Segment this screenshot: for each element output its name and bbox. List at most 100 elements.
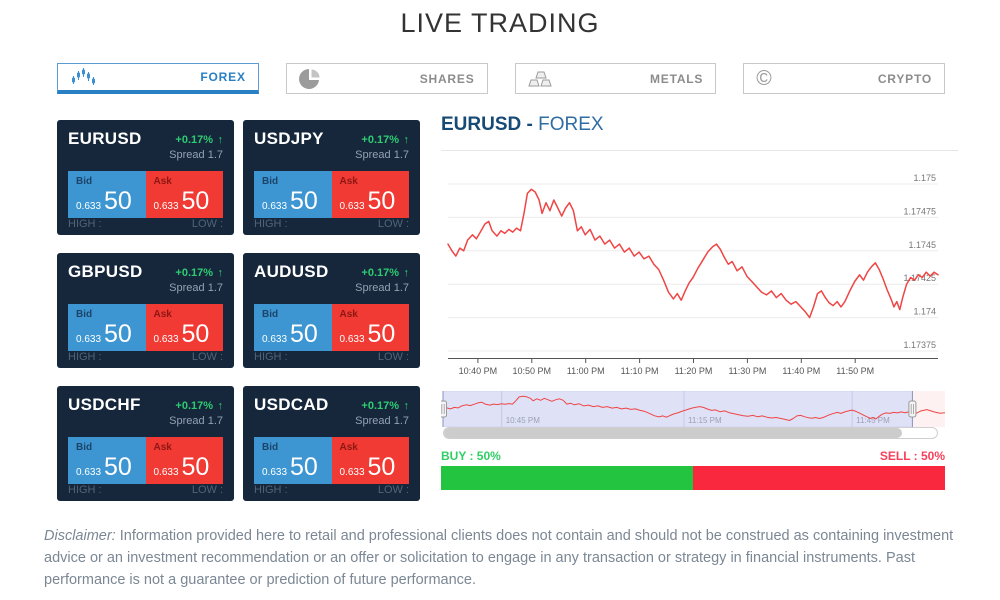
- change-percent: +0.17%: [175, 400, 214, 412]
- tab-shares[interactable]: SHARES: [285, 63, 488, 94]
- candlestick-chart-icon: [70, 67, 96, 87]
- tab-forex[interactable]: FOREX: [57, 63, 259, 94]
- low-label: LOW :: [191, 483, 223, 496]
- bid-label: Bid: [262, 309, 279, 321]
- low-label: LOW :: [191, 350, 223, 363]
- spread-label: Spread 1.7: [355, 149, 409, 162]
- pair-symbol: USDJPY: [254, 129, 324, 148]
- bid-price-small: 0.633: [262, 201, 288, 213]
- high-label: HIGH :: [254, 217, 288, 230]
- pair-card-gbpusd[interactable]: GBPUSD +0.17% ↑ Spread 1.7 Bid 0.633 50 A…: [57, 253, 234, 368]
- bid-price-big: 50: [104, 453, 132, 482]
- sell-bar: [693, 466, 945, 490]
- ask-box[interactable]: Ask 0.633 50: [145, 171, 223, 218]
- bid-box[interactable]: Bid 0.633 50: [254, 437, 332, 484]
- market-tabs: FOREX SHARES METALS: [57, 63, 945, 94]
- bid-box[interactable]: Bid 0.633 50: [68, 171, 146, 218]
- pair-card-audusd[interactable]: AUDUSD +0.17% ↑ Spread 1.7 Bid 0.633 50 A…: [243, 253, 420, 368]
- quote-row: Bid 0.633 50 Ask 0.633 50: [68, 304, 223, 351]
- change-block: +0.17% ↑ Spread 1.7: [169, 395, 223, 428]
- ask-price-small: 0.633: [339, 467, 365, 479]
- spread-label: Spread 1.7: [169, 282, 223, 295]
- change-percent: +0.17%: [361, 267, 400, 279]
- card-footer: HIGH : LOW :: [68, 351, 223, 363]
- svg-text:10:50 PM: 10:50 PM: [513, 366, 552, 376]
- bid-price-small: 0.633: [76, 334, 102, 346]
- up-arrow-icon: ↑: [403, 134, 410, 146]
- low-label: LOW :: [377, 350, 409, 363]
- pie-chart-icon: [298, 68, 321, 90]
- quote-cards: EURUSD +0.17% ↑ Spread 1.7 Bid 0.633 50 A…: [57, 120, 420, 501]
- bid-price-big: 50: [104, 187, 132, 216]
- ask-label: Ask: [153, 309, 172, 321]
- pair-symbol: EURUSD: [68, 129, 142, 148]
- ask-box[interactable]: Ask 0.633 50: [331, 304, 409, 351]
- spread-label: Spread 1.7: [355, 415, 409, 428]
- ask-price-big: 50: [181, 453, 210, 482]
- ask-price-small: 0.633: [153, 467, 179, 479]
- svg-text:1.17375: 1.17375: [903, 340, 936, 350]
- card-header: EURUSD +0.17% ↑ Spread 1.7: [68, 129, 223, 162]
- spread-label: Spread 1.7: [169, 149, 223, 162]
- card-header: GBPUSD +0.17% ↑ Spread 1.7: [68, 262, 223, 295]
- up-arrow-icon: ↑: [217, 134, 224, 146]
- tab-label: SHARES: [419, 71, 475, 86]
- spread-label: Spread 1.7: [355, 282, 409, 295]
- card-footer: HIGH : LOW :: [68, 484, 223, 496]
- pair-card-eurusd[interactable]: EURUSD +0.17% ↑ Spread 1.7 Bid 0.633 50 A…: [57, 120, 234, 235]
- ask-price-big: 50: [367, 187, 396, 216]
- high-label: HIGH :: [254, 483, 288, 496]
- bid-box[interactable]: Bid 0.633 50: [254, 304, 332, 351]
- svg-text:1.17475: 1.17475: [903, 206, 936, 216]
- card-footer: HIGH : LOW :: [254, 218, 409, 230]
- quote-row: Bid 0.633 50 Ask 0.633 50: [254, 437, 409, 484]
- card-footer: HIGH : LOW :: [254, 351, 409, 363]
- chart-title-market: FOREX: [538, 114, 604, 135]
- chart-navigator[interactable]: 10:45 PM 11:15 PM 11:45 PM: [441, 391, 958, 427]
- disclaimer-body: Information provided here to retail and …: [44, 528, 954, 588]
- ask-box[interactable]: Ask 0.633 50: [145, 304, 223, 351]
- card-header: AUDUSD +0.17% ↑ Spread 1.7: [254, 262, 409, 295]
- card-header: USDJPY +0.17% ↑ Spread 1.7: [254, 129, 409, 162]
- high-label: HIGH :: [68, 217, 102, 230]
- pair-card-usdjpy[interactable]: USDJPY +0.17% ↑ Spread 1.7 Bid 0.633 50 A…: [243, 120, 420, 235]
- tab-metals[interactable]: METALS: [514, 63, 717, 94]
- bid-box[interactable]: Bid 0.633 50: [254, 171, 332, 218]
- pair-card-usdchf[interactable]: USDCHF +0.17% ↑ Spread 1.7 Bid 0.633 50 A…: [57, 386, 234, 501]
- ask-box[interactable]: Ask 0.633 50: [145, 437, 223, 484]
- bid-label: Bid: [76, 176, 93, 188]
- change-block: +0.17% ↑ Spread 1.7: [169, 129, 223, 162]
- pair-card-usdcad[interactable]: USDCAD +0.17% ↑ Spread 1.7 Bid 0.633 50 A…: [243, 386, 420, 501]
- bid-price-big: 50: [104, 320, 132, 349]
- ask-box[interactable]: Ask 0.633 50: [331, 437, 409, 484]
- bid-label: Bid: [262, 176, 279, 188]
- chart-scrollbar[interactable]: [443, 427, 938, 439]
- change-percent: +0.17%: [361, 400, 400, 412]
- ask-label: Ask: [153, 176, 172, 188]
- ask-label: Ask: [339, 442, 358, 454]
- card-footer: HIGH : LOW :: [254, 484, 409, 496]
- chart-title: EURUSD - FOREX: [441, 114, 604, 136]
- scrollbar-thumb[interactable]: [444, 428, 903, 438]
- svg-text:1.175: 1.175: [913, 173, 936, 183]
- bid-price-small: 0.633: [76, 467, 102, 479]
- ask-box[interactable]: Ask 0.633 50: [331, 171, 409, 218]
- bid-box[interactable]: Bid 0.633 50: [68, 437, 146, 484]
- tab-crypto[interactable]: © CRYPTO: [743, 63, 945, 94]
- price-chart: 1.175 1.17475 1.1745 1.17425 1.174 1.17375 10:…: [447, 173, 939, 376]
- chart-title-symbol: EURUSD -: [441, 114, 533, 135]
- pair-symbol: USDCAD: [254, 395, 329, 414]
- bid-box[interactable]: Bid 0.633 50: [68, 304, 146, 351]
- change-percent: +0.17%: [175, 267, 214, 279]
- svg-text:11:00 PM: 11:00 PM: [567, 366, 605, 376]
- card-header: USDCAD +0.17% ↑ Spread 1.7: [254, 395, 409, 428]
- bid-price-small: 0.633: [76, 201, 102, 213]
- low-label: LOW :: [377, 217, 409, 230]
- svg-text:1.17425: 1.17425: [903, 273, 936, 283]
- sell-label: SELL : 50%: [879, 449, 945, 463]
- ask-label: Ask: [339, 309, 358, 321]
- svg-text:11:50 PM: 11:50 PM: [836, 366, 874, 376]
- bid-price-big: 50: [290, 320, 318, 349]
- up-arrow-icon: ↑: [217, 400, 224, 412]
